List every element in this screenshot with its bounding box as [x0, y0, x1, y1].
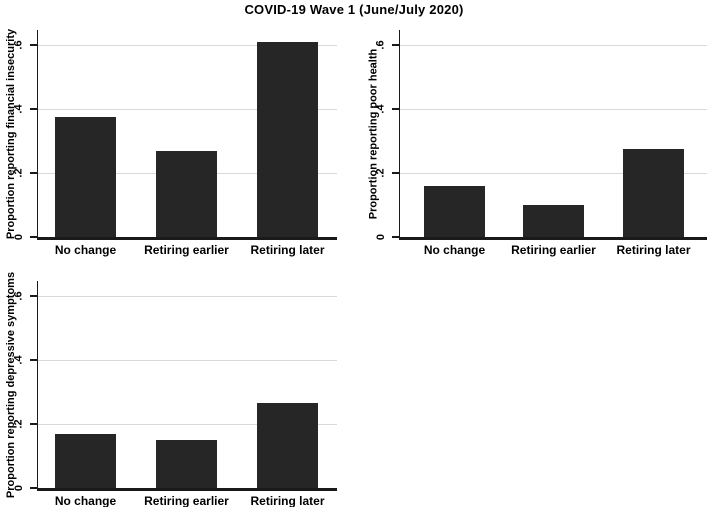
x-category-label: Retiring earlier — [511, 243, 596, 257]
x-axis-line — [36, 237, 337, 240]
x-axis-line — [398, 237, 707, 240]
gridline — [400, 44, 707, 46]
y-tick-label: .6 — [11, 30, 27, 60]
y-tick-mark — [29, 295, 37, 297]
bar-retiring-earlier — [156, 150, 217, 237]
y-tick-label-text: .6 — [13, 40, 25, 50]
x-category-label: Retiring later — [250, 494, 325, 507]
y-tick-mark — [29, 423, 37, 425]
y-tick-mark — [391, 108, 399, 110]
bar-no-change — [424, 185, 485, 237]
gridline — [38, 108, 337, 110]
y-tick-label-text: .2 — [375, 168, 387, 178]
bar-retiring-later — [257, 403, 318, 488]
y-tick-label: 0 — [373, 222, 389, 252]
y-tick-label: .4 — [373, 94, 389, 124]
bar-retiring-later — [257, 41, 318, 237]
y-axis-line — [36, 30, 38, 240]
y-tick-label-text: .6 — [375, 40, 387, 50]
bar-retiring-earlier — [156, 440, 217, 488]
y-tick-label-text: .4 — [13, 355, 25, 365]
gridline — [400, 108, 707, 110]
bar-no-change — [55, 117, 116, 237]
x-category-label: Retiring earlier — [144, 243, 229, 257]
x-category-label: Retiring later — [250, 243, 325, 257]
y-tick-label-text: .2 — [13, 419, 25, 429]
y-tick-label-text: 0 — [13, 233, 25, 241]
x-category-label: No change — [54, 494, 117, 507]
y-tick-label: .2 — [11, 158, 27, 188]
y-tick-mark — [29, 172, 37, 174]
y-tick-mark — [29, 44, 37, 46]
bar-retiring-earlier — [523, 205, 584, 237]
gridline — [38, 359, 337, 361]
chart-depressive-symptoms: Proportion reporting depressive symptoms… — [5, 271, 337, 507]
bar-retiring-later — [623, 149, 684, 237]
y-tick-mark — [391, 44, 399, 46]
bar-no-change — [55, 433, 116, 488]
y-tick-label-text: .6 — [13, 291, 25, 301]
gridline — [38, 295, 337, 297]
y-axis-title: Proportion reporting depressive symptoms — [3, 271, 19, 497]
y-tick-label-text: 0 — [375, 233, 387, 241]
y-tick-label-text: .4 — [13, 104, 25, 114]
chart-poor-health: Proportion reporting poor health 0 .2 .4 .6… — [367, 30, 707, 257]
y-tick-label: .6 — [373, 30, 389, 60]
y-tick-mark — [29, 236, 37, 238]
y-axis-line — [398, 30, 400, 240]
y-tick-label: .4 — [11, 94, 27, 124]
x-category-label: Retiring later — [616, 243, 691, 257]
x-category-label: No change — [54, 243, 117, 257]
y-axis-title: Proportion reporting poor health — [365, 30, 381, 237]
y-tick-mark — [29, 487, 37, 489]
y-tick-mark — [391, 172, 399, 174]
y-tick-mark — [29, 359, 37, 361]
y-axis-title: Proportion reporting financial insecurit… — [3, 28, 19, 238]
y-tick-mark — [29, 108, 37, 110]
y-tick-mark — [391, 236, 399, 238]
y-tick-label-text: .4 — [375, 104, 387, 114]
y-tick-label: .2 — [11, 409, 27, 439]
gridline — [38, 423, 337, 425]
gridline — [400, 172, 707, 174]
x-category-label: Retiring earlier — [144, 494, 229, 507]
y-axis-title-text: Proportion reporting poor health — [367, 48, 379, 219]
y-axis-line — [36, 281, 38, 491]
y-tick-label-text: .2 — [13, 168, 25, 178]
figure-title: COVID-19 Wave 1 (June/July 2020) — [244, 2, 464, 17]
y-tick-label: .2 — [373, 158, 389, 188]
chart-financial-insecurity: Proportion reporting financial insecurit… — [5, 28, 337, 257]
gridline — [38, 44, 337, 46]
y-tick-label: .4 — [11, 345, 27, 375]
x-category-label: No change — [423, 243, 486, 257]
y-tick-label: .6 — [11, 281, 27, 311]
y-tick-label-text: 0 — [13, 484, 25, 492]
x-axis-line — [36, 488, 337, 491]
